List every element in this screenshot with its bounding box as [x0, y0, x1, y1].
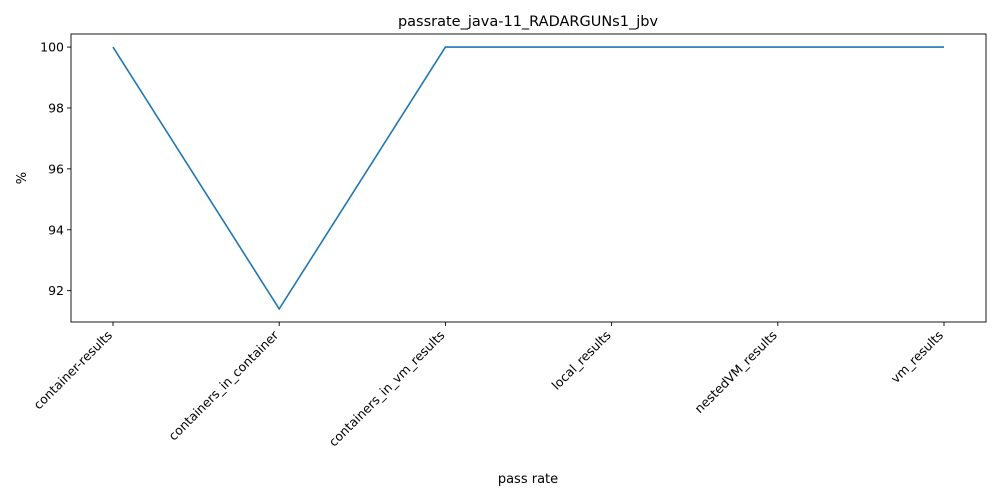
x-tick-label-vm_results: vm_results: [888, 328, 946, 386]
plot-area: 92 94 96 98 100 container-results containers_i…: [30, 33, 987, 450]
x-tick-label-containers_in_vm_results: containers_in_vm_results: [326, 328, 448, 450]
y-tick-label-92: 92: [48, 283, 64, 298]
x-tick-label-container-results: container-results: [30, 328, 115, 413]
y-axis-label: %: [15, 172, 30, 184]
x-tick-label-nestedVM_results: nestedVM_results: [691, 328, 779, 416]
y-tick-label-98: 98: [48, 100, 64, 115]
series-line-0: [112, 46, 944, 311]
x-axis-label: pass rate: [498, 472, 558, 487]
chart-title: passrate_java-11_RADARGUNs1_jbv: [398, 14, 658, 30]
y-tick-label-94: 94: [48, 222, 64, 237]
y-tick-label-96: 96: [48, 161, 64, 176]
y-tick-label-100: 100: [40, 40, 64, 55]
x-tick-label-local_results: local_results: [548, 328, 613, 393]
x-tick-label-containers_in_container: containers_in_container: [165, 327, 281, 443]
axes-frame: [70, 33, 987, 323]
